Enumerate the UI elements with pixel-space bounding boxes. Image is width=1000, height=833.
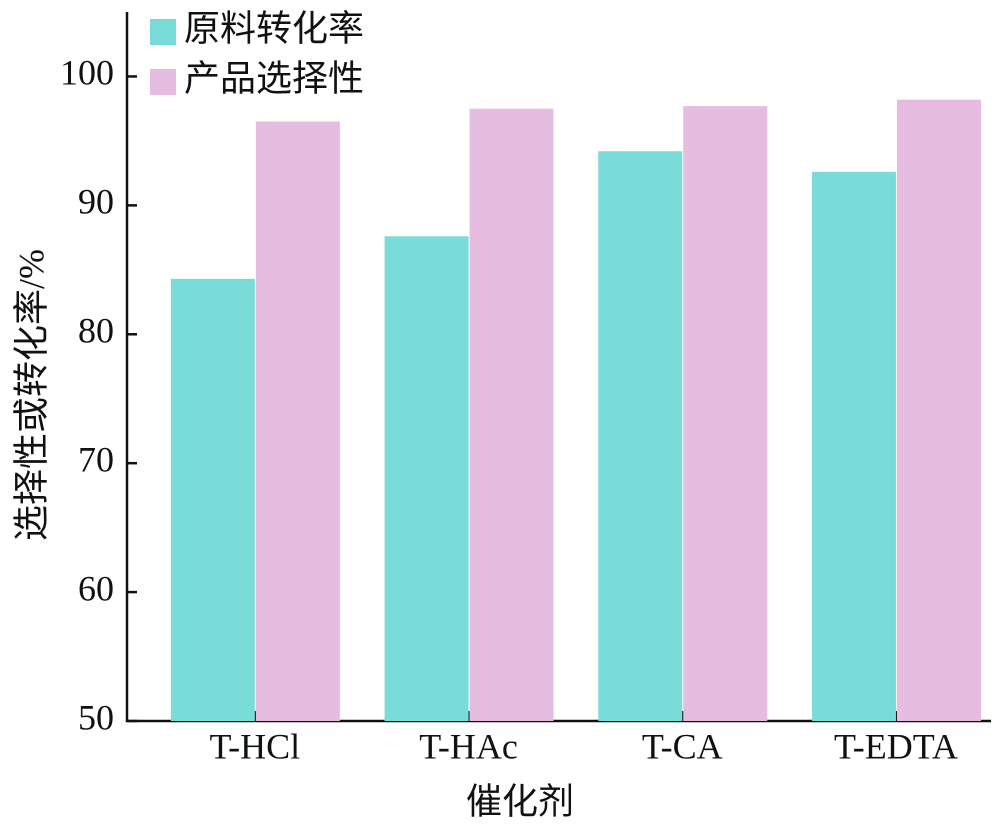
bar [598,151,683,722]
y-axis-label: 选择性或转化率/% [11,249,51,541]
y-tick-label: 90 [78,182,114,222]
y-tick-label: 100 [60,53,114,93]
bar [170,278,255,721]
y-tick-label: 70 [78,439,114,479]
x-tick-label: T-CA [642,726,723,766]
legend-label: 原料转化率 [184,8,364,48]
bar [255,121,340,721]
x-axis-label: 催化剂 [466,781,574,821]
bar [811,171,896,721]
bar [469,108,554,721]
bar [384,236,469,721]
x-tick-label: T-HAc [419,726,518,766]
bar [896,99,981,721]
y-tick-label: 60 [78,568,114,608]
y-tick-label: 50 [78,697,114,737]
x-tick-label: T-EDTA [834,726,958,766]
legend-swatch [150,69,176,95]
bar [683,106,768,721]
x-tick-label: T-HCl [210,726,301,766]
legend-label: 产品选择性 [184,58,364,98]
legend-swatch [150,19,176,45]
y-tick-label: 80 [78,311,114,351]
